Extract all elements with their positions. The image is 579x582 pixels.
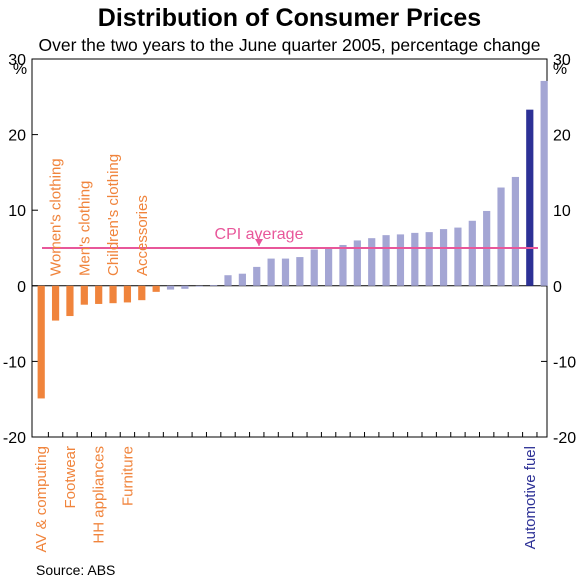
chart-subtitle: Over the two years to the June quarter 2… — [38, 35, 541, 55]
bar — [51, 285, 60, 321]
category-label: HH appliances — [91, 446, 108, 544]
y-tick-label-right: -20 — [553, 430, 576, 447]
source-note: Source: ABS — [36, 562, 116, 578]
bar — [425, 232, 433, 286]
bar — [37, 285, 45, 399]
bar — [382, 235, 390, 286]
bar — [80, 285, 88, 305]
cpi-average-label: CPI average — [215, 226, 304, 243]
bar — [511, 176, 520, 286]
category-label: Accessories — [134, 195, 151, 276]
category-label: Men's clothing — [76, 181, 93, 276]
bar — [195, 285, 203, 287]
y-tick-label-right: 30 — [553, 52, 571, 69]
y-tick-label-right: 10 — [553, 203, 571, 220]
y-tick-label-right: 0 — [553, 279, 562, 296]
bar — [123, 285, 132, 303]
y-tick-label-left: 30 — [8, 52, 26, 69]
top-category-labels: Women's clothing Men's clothing Children's… — [48, 154, 151, 276]
category-label: Women's clothing — [48, 158, 65, 276]
bar — [368, 238, 376, 286]
x-axis-ticks — [47, 432, 538, 437]
cpi-arrow — [255, 239, 263, 246]
y-tick-label-left: 10 — [8, 203, 26, 220]
bar — [310, 249, 318, 286]
bar — [497, 187, 505, 286]
bar — [468, 220, 476, 286]
bar — [166, 285, 175, 290]
bar — [253, 266, 261, 286]
bar — [138, 285, 146, 301]
y-axis-unit-right: % — [553, 61, 567, 78]
y-tick-label-left: 20 — [8, 128, 26, 145]
category-label: Children's clothing — [105, 154, 122, 276]
chart-title: Distribution of Consumer Prices — [97, 4, 482, 32]
bar — [296, 257, 304, 286]
bar — [152, 285, 160, 292]
bar — [353, 240, 361, 286]
category-label: Furniture — [119, 446, 136, 506]
bar — [396, 234, 405, 286]
y-tick-label-right: -10 — [553, 354, 576, 371]
bottom-category-labels: AV & computing Footwear HH appliances Furni… — [33, 446, 539, 552]
bar — [439, 229, 448, 286]
bar — [325, 248, 333, 286]
category-label: Automotive fuel — [522, 446, 539, 549]
bar — [411, 232, 419, 286]
bar — [339, 244, 347, 286]
bar — [267, 258, 275, 286]
y-axis-unit-left: % — [13, 61, 27, 78]
bar — [95, 285, 103, 304]
y-tick-label-left: -20 — [3, 430, 26, 447]
bar — [224, 275, 232, 286]
bars — [37, 80, 548, 399]
category-label: AV & computing — [33, 446, 50, 552]
bar — [210, 285, 218, 286]
y-tick-label-left: -10 — [3, 354, 26, 371]
bar — [526, 109, 534, 286]
bar — [238, 273, 246, 286]
bar — [281, 258, 290, 286]
category-label: Footwear — [62, 446, 79, 509]
bar — [181, 285, 189, 289]
bar — [454, 227, 462, 286]
y-tick-label-right: 20 — [553, 128, 571, 145]
bar — [540, 80, 548, 286]
y-tick-label-left: 0 — [17, 279, 26, 296]
bar — [66, 285, 74, 317]
cpi-arrow-head — [255, 239, 263, 246]
bar — [109, 285, 117, 304]
